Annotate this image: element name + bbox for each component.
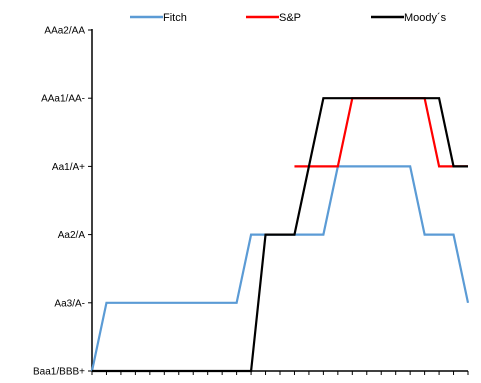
y-tick-label: Aa2/A: [58, 230, 86, 241]
legend-label: S&P: [279, 12, 301, 24]
chart-legend: Fitch S&P Moody´s: [130, 12, 447, 24]
series-fitch: [90, 165, 470, 372]
chart-axes: Baa1/BBB+ Aa3/A- Aa2/A Aa1/A+ AAa1/AA- AAa2/A…: [33, 26, 469, 378]
legend-item: Moody´s: [371, 12, 447, 24]
y-tick-label: Baa1/BBB+: [33, 367, 85, 378]
y-tick-label: Aa3/A-: [54, 298, 85, 309]
legend-label: Fitch: [163, 12, 187, 24]
y-tick-label: Aa1/A+: [52, 162, 85, 173]
legend-item: Fitch: [130, 12, 187, 24]
legend-label: Moody´s: [404, 12, 447, 24]
y-tick-label: AAa1/AA-: [41, 94, 85, 105]
series-moody-s: [91, 97, 469, 373]
chart-series: [90, 97, 470, 373]
legend-item: S&P: [246, 12, 301, 24]
series-line: [90, 165, 470, 372]
y-tick-label: AAa2/AA: [44, 26, 85, 37]
